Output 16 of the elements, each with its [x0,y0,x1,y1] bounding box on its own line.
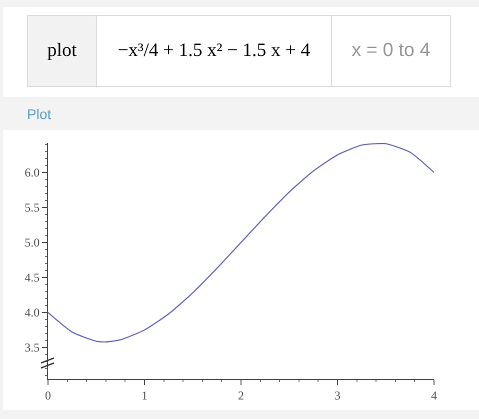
y-tick-label: 6.0 [24,166,40,180]
line-series [48,143,434,342]
y-tick-label: 3.5 [24,340,40,355]
x-tick-label: 0 [45,388,51,402]
chart-title: Plot [27,106,52,122]
text: −x³/4 + 1.5 x² − 1.5 x + 4 [97,16,332,86]
x-tick-label: 2 [238,388,244,402]
x-tick-label: 4 [431,388,437,402]
y-tick-label: 5.0 [24,236,40,250]
x-tick-label: 1 [142,388,148,402]
y-tick-label: 4.0 [24,306,40,320]
y-tick-label: 5.5 [24,200,40,215]
text: plot [28,16,97,86]
text: x = 0 to 4 [350,39,432,63]
x-tick-label: 3 [334,388,340,402]
y-tick-label: 4.5 [24,270,40,285]
